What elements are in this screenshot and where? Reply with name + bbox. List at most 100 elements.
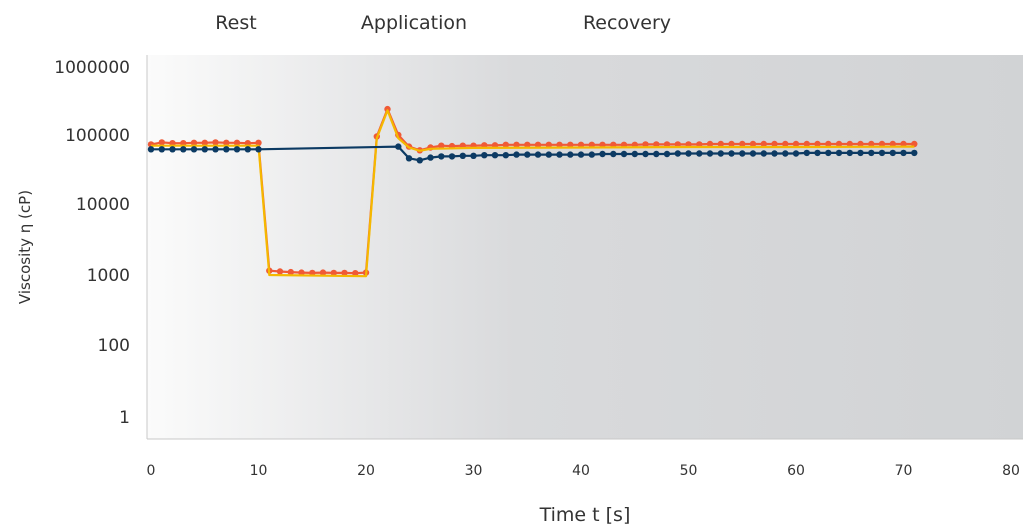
data-point [900, 149, 907, 157]
data-point [567, 141, 574, 148]
x-tick-label: 0 [147, 463, 156, 479]
series-2 [151, 109, 915, 278]
data-point [255, 139, 262, 146]
data-point [180, 146, 187, 153]
y-tick-label: 1000000 [54, 58, 130, 78]
data-point [201, 146, 208, 153]
y-tick-label: 100 [98, 336, 130, 356]
x-tick-label: 40 [572, 463, 590, 479]
data-point [223, 146, 230, 153]
series-layer [147, 105, 918, 278]
data-point [233, 139, 241, 146]
data-point [868, 140, 875, 148]
y-tick-label: 100000 [65, 126, 130, 146]
data-point [545, 141, 552, 148]
data-point [857, 140, 864, 148]
data-point [599, 150, 606, 158]
data-point [728, 140, 735, 148]
data-point [395, 143, 402, 150]
data-point [868, 149, 875, 157]
data-point [158, 146, 165, 153]
data-point [502, 152, 509, 159]
data-point [556, 141, 563, 148]
data-point [835, 140, 843, 148]
data-point [717, 140, 724, 148]
data-point [803, 149, 810, 157]
data-point [545, 151, 552, 158]
data-point [416, 157, 423, 164]
data-point [782, 150, 789, 157]
data-point [642, 141, 649, 148]
y-tick-label: 10000 [76, 195, 130, 215]
data-point [524, 141, 531, 148]
data-point [244, 146, 251, 153]
data-point [878, 149, 886, 157]
data-point [556, 151, 563, 158]
data-point [814, 149, 821, 157]
data-point [147, 146, 155, 153]
data-point [534, 151, 542, 158]
data-point [287, 268, 294, 276]
data-point [696, 150, 703, 157]
data-point [825, 140, 832, 148]
data-point [610, 150, 617, 158]
data-point [588, 151, 595, 158]
data-point [717, 150, 724, 157]
data-point [631, 150, 638, 158]
data-point [201, 139, 208, 146]
data-point [427, 154, 434, 161]
data-point [255, 146, 262, 153]
data-point [771, 140, 778, 148]
data-point [341, 269, 348, 277]
data-point [384, 105, 391, 113]
data-point [276, 268, 284, 275]
data-point [319, 269, 327, 276]
data-point [889, 149, 896, 157]
series-line [151, 109, 915, 278]
data-point [846, 140, 853, 148]
data-point [567, 151, 574, 158]
x-tick-label: 70 [895, 463, 913, 479]
data-point [169, 146, 176, 153]
data-point [782, 140, 789, 148]
y-axis-title: Viscosity η (cP) [16, 190, 34, 304]
data-point [481, 152, 488, 159]
data-point [212, 146, 219, 153]
phase-label-application: Application [361, 12, 467, 34]
x-tick-labels: 0 10 20 30 40 50 60 70 80 [147, 463, 1020, 479]
data-point [534, 141, 542, 148]
x-tick-label: 80 [1002, 463, 1020, 479]
data-point [825, 149, 832, 157]
data-point [298, 269, 305, 276]
data-point [706, 140, 714, 148]
x-tick-label: 10 [250, 463, 268, 479]
x-tick-label: 30 [465, 463, 483, 479]
data-point [438, 153, 445, 160]
data-point [438, 142, 445, 149]
data-point [491, 152, 499, 159]
data-point [352, 270, 359, 277]
data-point [513, 141, 520, 148]
y-tick-label: 1000 [87, 266, 130, 286]
data-point [835, 149, 843, 157]
data-point [212, 139, 219, 146]
data-point [739, 150, 746, 157]
data-point [749, 140, 757, 148]
data-point [470, 152, 477, 159]
data-point [190, 146, 198, 153]
data-point [749, 150, 757, 157]
data-point [405, 155, 413, 162]
data-point [792, 140, 800, 148]
y-tick-labels: 1 100 1000 10000 100000 1000000 [54, 58, 130, 428]
data-point [739, 140, 746, 148]
phase-label-rest: Rest [215, 12, 256, 34]
data-point [706, 150, 714, 157]
data-point [642, 150, 649, 158]
data-point [728, 150, 735, 157]
data-point [674, 150, 681, 157]
plot-background [147, 55, 1023, 439]
data-point [685, 150, 692, 157]
data-point [653, 150, 660, 158]
data-point [448, 153, 456, 160]
